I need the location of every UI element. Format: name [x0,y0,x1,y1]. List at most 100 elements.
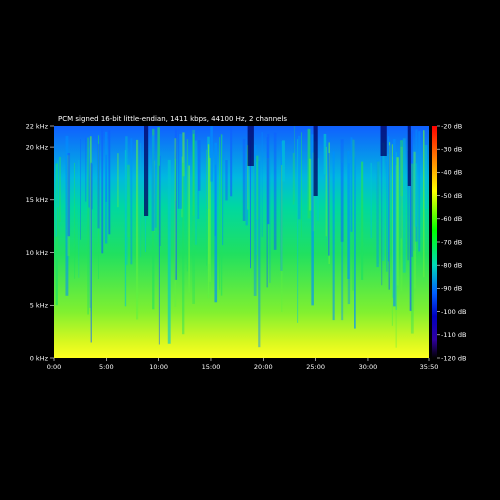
y-tick-label: 10 kHz [26,249,49,257]
spectrogram-streak [220,134,223,296]
spectrogram-streak [388,145,390,290]
y-axis: 0 kHz 5 kHz 10 kHz 15 kHz 20 kHz 22 kHz [26,122,54,362]
spectrogram-streak [158,165,160,345]
spectrogram-streak [381,144,383,286]
spectrogram-streak [250,140,251,269]
spectrogram-streak [140,142,142,257]
spectrogram-streak [98,135,99,280]
spectrogram-streak [209,158,211,283]
spectrogram-streak [354,156,356,329]
spectrogram-streak [414,163,417,227]
spectrogram-background [54,126,429,358]
spectrogram-streak [281,165,283,312]
spectrogram-streak [130,138,133,265]
spectrogram-streak [424,145,428,209]
spectrogram-streak [117,153,119,208]
spectrogram-streak [97,143,100,229]
spectrogram-streak [325,146,327,237]
spectrogram-streak [328,153,330,256]
spectrogram-streak [376,160,379,268]
spectrogram-streak [245,153,248,226]
colorbar-tick-label: -40 dB [441,169,462,177]
spectrogram-streak [256,162,258,255]
spectrogram-streak [253,144,257,296]
spectrogram-streak [159,155,161,246]
spectrogram-streak [297,135,301,220]
x-tick-label: 15:00 [202,363,221,371]
spectrogram-quiet-column [407,126,411,186]
colorbar-tick-label: -90 dB [441,285,462,293]
spectrogram-quiet-column [313,126,318,196]
spectrogram-streak [108,130,111,235]
spectrogram-streak [56,160,59,208]
colorbar-tick-label: -20 dB [441,122,462,130]
spectrogram-streak [407,150,409,261]
spectrogram-streak [382,142,385,261]
spectrogram-quiet-column [144,126,149,216]
spectrogram-streak [67,152,71,237]
spectrogram-stripes [55,126,428,348]
spectrogram-streak [297,139,299,323]
spectrogram-streak [174,158,176,201]
spectrogram-streak [167,159,171,344]
spectrogram-streak [206,149,207,266]
spectrogram-streak [125,136,128,265]
spectrogram-streak [402,138,406,273]
spectrogram-streak [340,139,344,242]
spectrogram-streak [396,157,399,286]
spectrogram-streak [230,127,233,197]
colorbar-tick-label: -120 dB [441,354,466,362]
spectrogram-streak [332,151,335,321]
spectrogram-streak [151,135,155,231]
spectrogram-streak [85,137,87,202]
spectrogram-streak [409,132,412,311]
spectrogram-streak [210,126,213,182]
x-tick-label: 35:50 [420,363,439,371]
colorbar-axis: -20 dB -30 dB -40 dB -50 dB -60 dB -70 dB -80 … [437,122,466,362]
y-tick-label: 20 kHz [26,143,49,151]
spectrogram-streak [387,136,389,262]
spectrogram-streak [370,162,372,239]
spectrogram-streak [179,134,183,209]
spectrogram-streak [55,165,58,237]
spectrogram-streak [386,161,388,272]
colorbar-tick-label: -60 dB [441,215,462,223]
x-tick-label: 25:00 [306,363,325,371]
colorbar-tick-label: -70 dB [441,238,462,246]
colorbar-tick-label: -110 dB [441,331,466,339]
colorbar-tick-label: -50 dB [441,192,462,200]
spectrogram-streak [376,161,380,264]
spectrogram-streak [101,128,104,254]
spectrogram-streak [253,159,255,269]
spectrogram-streak [104,131,108,244]
spectrogram-streak [410,130,413,257]
spectrogram-streak [282,140,285,182]
spectrogram-streak [194,140,197,245]
spectrogram-streak [400,146,403,292]
spectrogram-streak [90,162,92,343]
y-tick-label: 22 kHz [26,122,49,130]
spectrogram-streak [192,133,195,216]
colorbar-tick-label: -30 dB [441,146,462,154]
spectrogram-streak [182,162,185,335]
spectrogram-streak [308,158,312,211]
spectrogram-streak [258,161,261,348]
spectrogram-streak [222,135,224,246]
spectrogram-streak [293,126,295,202]
spectrogram-streak [78,159,80,278]
spectrogram-streak [74,162,76,279]
spectrogram-streak [59,156,61,222]
x-tick-label: 0:00 [47,363,62,371]
spectrogram-streak [181,156,184,218]
spectrogram-streak [292,152,295,205]
spectrogram-streak [413,150,416,251]
spectrogram-streak [192,129,196,304]
spectrogram-streak [135,139,139,320]
spectrogram-streak [157,127,160,235]
spectrogram-streak [361,161,364,280]
spectrogram-streak [341,162,344,321]
spectrogram-streak [423,130,425,278]
spectrogram-streak [214,142,218,303]
spectrogram-streak [267,133,270,225]
spectrogram-streak [400,141,402,239]
